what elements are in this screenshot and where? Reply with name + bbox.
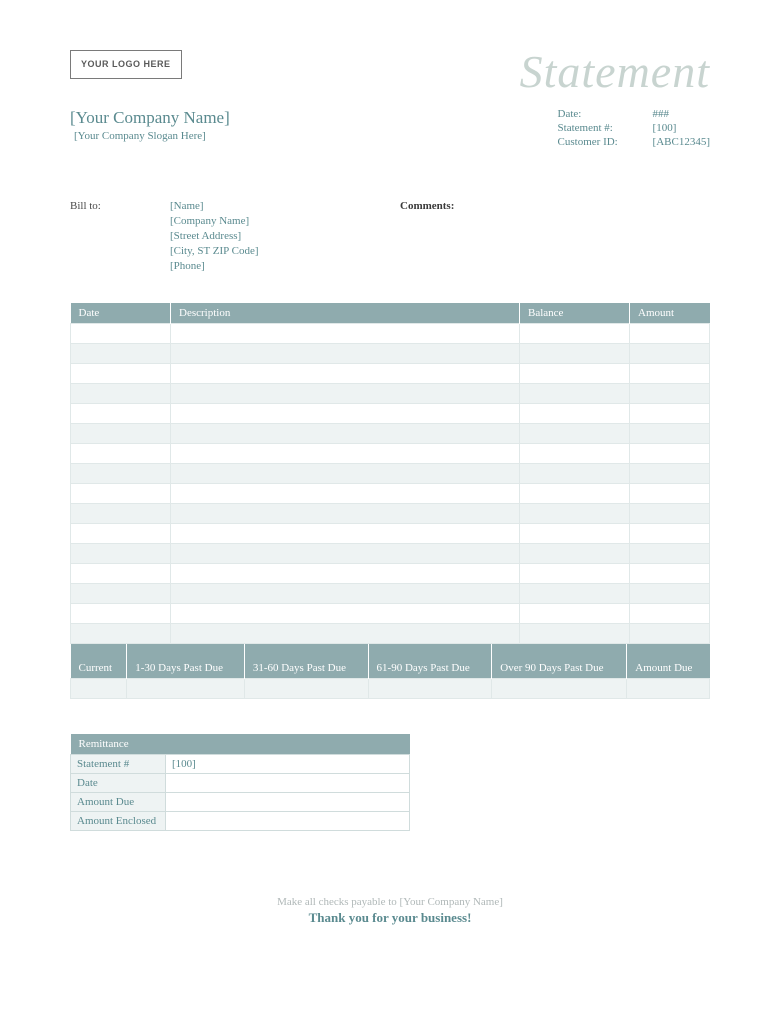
meta-date-value: ### — [653, 108, 670, 120]
table-row — [71, 524, 710, 544]
table-row — [71, 444, 710, 464]
remit-date-value — [166, 773, 410, 792]
remit-due-label: Amount Due — [71, 792, 166, 811]
table-row — [71, 544, 710, 564]
meta-statement-label: Statement #: — [558, 122, 653, 134]
header-row: YOUR LOGO HERE Statement — [70, 50, 710, 98]
remittance-table: Remittance Statement # [100] Date Amount… — [70, 734, 410, 831]
table-row — [71, 344, 710, 364]
bill-company: [Company Name] — [170, 215, 400, 227]
th-date: Date — [71, 303, 171, 324]
th-desc: Description — [171, 303, 520, 324]
footer-thanks: Thank you for your business! — [70, 910, 710, 926]
th-current: Current — [71, 644, 127, 678]
th-31-60: 31-60 Days Past Due — [244, 644, 368, 678]
remit-row-due: Amount Due — [71, 792, 410, 811]
line-items-table: Date Description Balance Amount — [70, 303, 710, 644]
th-balance: Balance — [520, 303, 630, 324]
bill-details: [Name] [Company Name] [Street Address] [… — [170, 200, 400, 275]
comments-label: Comments: — [400, 200, 454, 275]
remit-statement-label: Statement # — [71, 754, 166, 773]
table-row — [71, 404, 710, 424]
bill-to-label: Bill to: — [70, 200, 170, 275]
bill-row: Bill to: [Name] [Company Name] [Street A… — [70, 200, 710, 275]
remit-enclosed-label: Amount Enclosed — [71, 811, 166, 830]
meta-block: Date: ### Statement #: [100] Customer ID… — [558, 108, 710, 150]
remit-statement-value: [100] — [166, 754, 410, 773]
logo-placeholder: YOUR LOGO HERE — [70, 50, 182, 79]
th-amount-due: Amount Due — [627, 644, 710, 678]
table-row — [71, 504, 710, 524]
remit-due-value — [166, 792, 410, 811]
company-name: [Your Company Name] — [70, 108, 230, 128]
th-over-90: Over 90 Days Past Due — [492, 644, 627, 678]
meta-date-label: Date: — [558, 108, 653, 120]
table-row — [71, 464, 710, 484]
th-amount: Amount — [630, 303, 710, 324]
table-row — [71, 324, 710, 344]
remit-title: Remittance — [71, 734, 410, 755]
company-slogan: [Your Company Slogan Here] — [74, 130, 230, 142]
meta-customer-value: [ABC12345] — [653, 136, 710, 148]
remit-enclosed-value — [166, 811, 410, 830]
aging-row — [71, 678, 710, 698]
table-row — [71, 364, 710, 384]
meta-customer-label: Customer ID: — [558, 136, 653, 148]
bill-city: [City, ST ZIP Code] — [170, 245, 400, 257]
table-row — [71, 604, 710, 624]
th-1-30: 1-30 Days Past Due — [127, 644, 245, 678]
aging-table: Current 1-30 Days Past Due 31-60 Days Pa… — [70, 644, 710, 699]
table-row — [71, 484, 710, 504]
footer: Make all checks payable to [Your Company… — [70, 896, 710, 926]
th-61-90: 61-90 Days Past Due — [368, 644, 492, 678]
footer-payable: Make all checks payable to [Your Company… — [70, 896, 710, 908]
remit-row-enclosed: Amount Enclosed — [71, 811, 410, 830]
statement-title: Statement — [520, 45, 710, 98]
remit-row-statement: Statement # [100] — [71, 754, 410, 773]
table-row — [71, 624, 710, 644]
company-block: [Your Company Name] [Your Company Slogan… — [70, 108, 230, 142]
company-meta-row: [Your Company Name] [Your Company Slogan… — [70, 108, 710, 150]
meta-statement-value: [100] — [653, 122, 677, 134]
remit-date-label: Date — [71, 773, 166, 792]
table-row — [71, 564, 710, 584]
bill-street: [Street Address] — [170, 230, 400, 242]
bill-name: [Name] — [170, 200, 400, 212]
table-row — [71, 424, 710, 444]
bill-phone: [Phone] — [170, 260, 400, 272]
table-row — [71, 384, 710, 404]
remit-row-date: Date — [71, 773, 410, 792]
table-row — [71, 584, 710, 604]
